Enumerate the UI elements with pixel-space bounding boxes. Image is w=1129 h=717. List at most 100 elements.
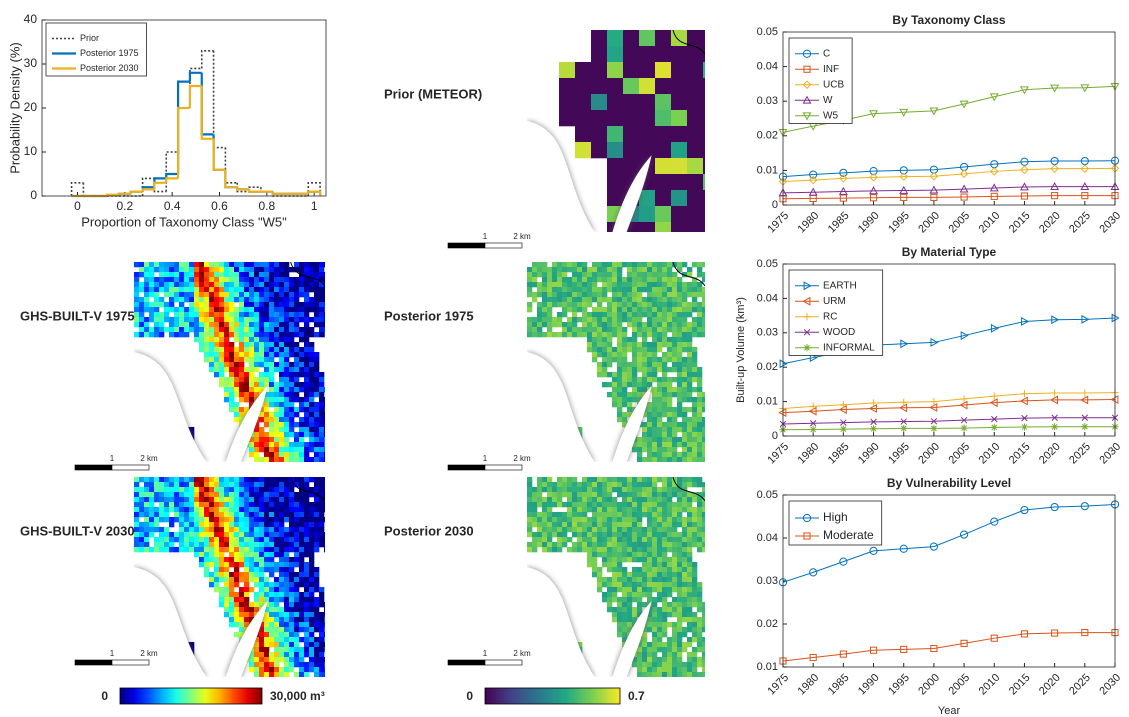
map-cell [637,522,643,528]
map-cell [219,382,225,388]
map-cell [229,492,235,498]
map-cell [164,262,170,268]
map-cell [309,642,315,648]
map-cell [249,327,255,333]
map-cell [264,532,270,538]
map-cell [677,322,683,328]
map-cell [274,587,280,593]
map-cell [682,377,688,383]
map-cell [189,532,195,538]
map-cell [269,312,275,318]
map-cell [309,537,315,543]
map-cell [149,482,155,488]
map-cell [244,372,250,378]
map-cell [269,632,275,638]
map-cell [219,367,225,373]
map-cell [667,567,673,573]
map-cell [304,577,310,583]
map-cell [259,537,265,543]
map-cell [264,492,270,498]
map-cell [627,537,633,543]
map-cell [672,437,678,443]
map-cell [577,542,583,548]
map-cell [319,642,325,648]
map-cell [622,402,628,408]
map-cell [264,552,270,558]
map-cell [309,272,315,278]
map-cell [269,387,275,393]
map-cell [702,407,705,413]
map-cell [662,602,668,608]
map-cell [682,542,688,548]
map-cell [314,582,320,588]
map-cell [309,532,315,538]
map-cell [274,502,280,508]
map-cell [199,527,205,533]
map-cell [144,502,150,508]
map-cell [662,312,668,318]
map-cell [677,512,683,518]
map-cell [542,527,548,533]
map-cell [612,267,618,273]
map-cell [294,562,300,568]
map-cell [602,352,608,358]
map-cell [154,507,160,513]
map-cell [622,347,628,353]
map-cell [612,292,618,298]
map-cell [319,432,325,438]
map-cell [254,422,260,428]
map-cell [682,482,688,488]
map-cell [697,657,703,663]
map-cell [259,507,265,513]
map-cell [184,322,190,328]
map-cell [294,437,300,443]
map-cell [627,512,633,518]
map-cell [289,457,295,462]
y-tick-label: 0.05 [757,258,778,270]
map-cell [577,307,583,313]
map-cell [637,287,643,293]
map-cell [274,567,280,573]
map-cell [682,522,688,528]
map-cell [229,522,235,528]
map-cell [703,222,705,232]
map-cell [607,477,613,483]
map-cell [537,497,543,503]
map-cell [194,522,200,528]
map-cell [607,587,613,593]
map-cell [642,312,648,318]
map-cell [642,537,648,543]
map-cell [294,397,300,403]
map-cell [642,637,648,643]
map-cell [652,647,658,653]
map-cell [304,372,310,378]
x-tick-label: 0 [74,199,81,213]
map-cell [304,542,310,548]
map-cell [592,272,598,278]
map-cell [324,317,325,323]
map-cell [294,542,300,548]
map-cell [214,507,220,513]
map-cell [602,512,608,518]
map-cell [647,492,653,498]
map-cell [259,527,265,533]
map-cell [552,262,558,268]
map-cell [214,517,220,523]
map-cell [214,262,220,268]
map-cell [189,267,195,273]
map-cell [249,267,255,273]
map-cell [667,622,673,628]
map-cell [309,502,315,508]
map-cell [264,537,270,543]
map-cell [697,317,703,323]
map-cell [702,277,705,283]
map-cell [647,292,653,298]
map-cell [602,357,608,363]
map-cell [647,667,653,673]
map-cell [652,542,658,548]
map-cell [617,402,623,408]
map-cell [229,317,235,323]
map-cell [607,582,613,588]
map-cell [662,437,668,443]
map-cell [269,297,275,303]
